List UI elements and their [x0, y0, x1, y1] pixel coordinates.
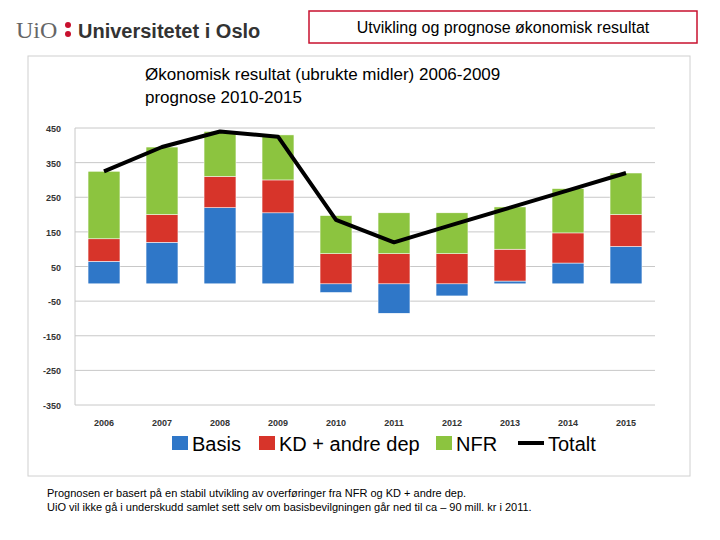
grid-line — [75, 370, 655, 371]
bar — [262, 180, 294, 213]
y-tick-label: 250 — [46, 193, 61, 203]
line — [104, 132, 626, 243]
chart-title: Økonomisk resultat (ubrukte midler) 2006… — [145, 65, 500, 84]
y-tick-label: -150 — [43, 332, 61, 342]
bar — [204, 131, 236, 176]
x-tick-label: 2009 — [268, 418, 288, 428]
y-tick-label: -50 — [48, 297, 61, 307]
y-tick-label: -350 — [43, 401, 61, 411]
bar — [610, 246, 642, 283]
grid-line — [75, 301, 655, 302]
bar — [610, 215, 642, 247]
bar — [146, 242, 178, 284]
bar — [320, 254, 352, 284]
y-tick-label: -250 — [43, 366, 61, 376]
logo: UiO — [16, 17, 57, 43]
bar — [610, 173, 642, 215]
x-tick-label: 2008 — [210, 418, 230, 428]
y-tick-label: 50 — [51, 263, 61, 273]
footnote: UiO vil ikke gå i underskudd samlet sett… — [47, 501, 532, 513]
bar — [262, 135, 294, 180]
legend-label: NFR — [456, 433, 497, 455]
bar — [88, 261, 120, 284]
x-tick-label: 2012 — [442, 418, 462, 428]
footnote: Prognosen er basert på en stabil utvikli… — [47, 487, 466, 499]
bar — [88, 239, 120, 262]
legend-label: KD + andre dep — [279, 433, 420, 455]
bar — [494, 281, 526, 284]
y-axis — [75, 128, 76, 405]
grid-line — [75, 335, 655, 336]
bar — [552, 233, 584, 263]
bar — [204, 176, 236, 207]
bar — [494, 207, 526, 249]
bar — [378, 284, 410, 313]
legend-swatch — [436, 436, 452, 450]
bar — [552, 263, 584, 284]
bar — [436, 284, 468, 296]
bar — [436, 213, 468, 254]
logo-dot — [65, 31, 71, 37]
legend-swatch — [172, 436, 188, 450]
plot-area — [88, 131, 642, 313]
x-tick-label: 2013 — [500, 418, 520, 428]
bar — [378, 213, 410, 254]
grid-line — [75, 128, 655, 129]
bar — [378, 254, 410, 284]
bar — [436, 254, 468, 284]
legend-label: Basis — [192, 433, 241, 455]
x-tick-label: 2010 — [326, 418, 346, 428]
bar — [146, 147, 178, 215]
x-tick-label: 2006 — [94, 418, 114, 428]
bar — [320, 284, 352, 293]
bar — [494, 249, 526, 281]
institution: Universitetet i Oslo — [78, 20, 260, 42]
chart-subtitle: prognose 2010-2015 — [145, 88, 302, 107]
legend-swatch — [259, 436, 275, 450]
y-tick-label: 150 — [46, 228, 61, 238]
chart-panel — [28, 56, 690, 476]
logo-dot — [65, 22, 71, 28]
x-tick-label: 2014 — [558, 418, 578, 428]
page: UiO Universitetet i Oslo Utvikling og prog… — [0, 0, 720, 540]
y-tick-label: 450 — [46, 124, 61, 134]
slide-title-box — [309, 11, 697, 43]
x-tick-label: 2015 — [616, 418, 636, 428]
bar — [262, 213, 294, 284]
slide-title: Utvikling og prognose økonomisk resultat — [357, 19, 650, 36]
bar — [204, 208, 236, 284]
bar — [88, 171, 120, 239]
x-tick-label: 2011 — [384, 418, 404, 428]
x-tick-label: 2007 — [152, 418, 172, 428]
legend-label: Totalt — [548, 433, 596, 455]
y-tick-label: 350 — [46, 159, 61, 169]
bar — [146, 215, 178, 243]
grid-line — [75, 405, 655, 406]
legend-swatch — [518, 441, 544, 445]
